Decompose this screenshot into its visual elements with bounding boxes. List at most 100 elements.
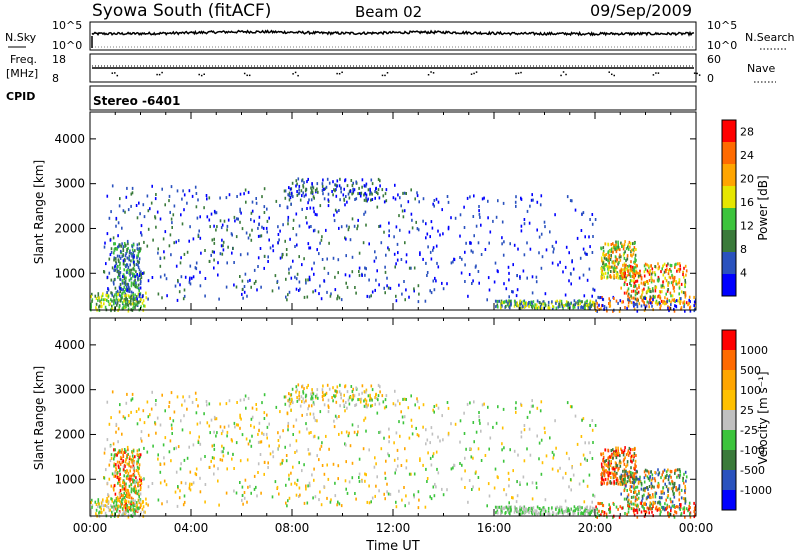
velocity-cell (642, 502, 645, 506)
power-cell (529, 302, 531, 305)
velocity-cell (123, 505, 125, 509)
velocity-cell (123, 479, 125, 483)
velocity-cell (489, 436, 492, 440)
power-cell (623, 275, 626, 278)
power-cell (375, 256, 377, 260)
power-cell (634, 253, 637, 257)
power-cell (632, 303, 635, 306)
power-cell (177, 279, 179, 282)
velocity-cell (91, 505, 93, 509)
power-cell (573, 299, 576, 303)
power-cell (464, 280, 466, 283)
velocity-cell (144, 510, 146, 514)
velocity-cell (394, 471, 396, 475)
velocity-cell (517, 510, 519, 514)
power-cell (370, 191, 372, 195)
power-cell (539, 301, 541, 305)
velocity-cell (617, 449, 619, 453)
velocity-cell (239, 398, 242, 402)
velocity-cell (647, 470, 650, 474)
velocity-cell (134, 481, 136, 485)
power-cell (580, 300, 582, 304)
velocity-cell (522, 511, 524, 515)
velocity-cell (138, 474, 141, 478)
power-cell (251, 209, 254, 213)
velocity-cell (344, 479, 347, 483)
power-cell (688, 301, 690, 305)
velocity-cell (631, 502, 633, 506)
nave-dip (156, 73, 158, 76)
velocity-cell (260, 440, 263, 444)
velocity-cell (307, 484, 309, 488)
velocity-cell (305, 484, 307, 488)
power-cell (358, 273, 361, 277)
power-cell (179, 283, 181, 287)
power-cell (290, 191, 293, 195)
velocity-cell (578, 505, 580, 509)
velocity-cell (625, 484, 627, 488)
power-cell (620, 286, 622, 290)
velocity-cell (551, 506, 553, 510)
velocity-cell (577, 512, 580, 516)
power-cell (345, 195, 347, 198)
velocity-cell (188, 486, 191, 490)
velocity-cell (352, 397, 354, 401)
velocity-cell (401, 498, 403, 502)
power-cell (122, 259, 125, 263)
power-cell (334, 208, 337, 212)
power-cell (358, 186, 360, 190)
power-cell (488, 288, 491, 292)
velocity-cell (561, 508, 563, 512)
power-cell (222, 248, 225, 252)
velocity-cell (631, 485, 633, 489)
power-cell (140, 231, 142, 235)
nave-dip (657, 72, 660, 74)
velocity-cell (498, 505, 501, 509)
power-cell (361, 274, 363, 277)
velocity-cell (183, 458, 186, 462)
velocity-cell (290, 471, 292, 475)
velocity-cell (139, 453, 142, 457)
velocity-cell (244, 478, 247, 482)
power-cell (119, 197, 121, 201)
velocity-cell (239, 426, 241, 430)
velocity-cell (674, 471, 676, 475)
velocity-cell (668, 512, 671, 516)
nave-dip (517, 72, 520, 74)
power-cell (119, 283, 122, 286)
velocity-cell (107, 506, 110, 509)
power-cell (633, 246, 636, 250)
velocity-cell (350, 385, 353, 388)
power-cell (161, 187, 163, 191)
velocity-cell (680, 496, 683, 500)
velocity-cell (257, 471, 259, 474)
velocity-cell (143, 510, 145, 514)
velocity-cell (581, 418, 583, 422)
velocity-cell (266, 413, 268, 417)
velocity-cell (219, 458, 222, 462)
power-cell (320, 238, 323, 242)
power-cell (417, 300, 420, 304)
power-cell (110, 210, 112, 214)
power-cell (161, 296, 163, 300)
velocity-cell (522, 506, 525, 510)
velocity-cell (666, 506, 668, 509)
power-cell (133, 260, 135, 264)
power-cell (602, 261, 605, 265)
velocity-cell (109, 444, 112, 448)
power-colorbar-segment (722, 230, 736, 252)
power-cell (136, 216, 139, 220)
velocity-cell (292, 424, 295, 428)
power-cell (91, 292, 93, 296)
power-cell (659, 306, 661, 310)
power-cell (576, 236, 579, 240)
velocity-cell (591, 457, 594, 460)
power-cell (532, 300, 535, 304)
velocity-cell (226, 430, 229, 434)
velocity-cell (646, 506, 649, 510)
power-cell (308, 246, 310, 250)
velocity-cell (667, 489, 669, 493)
power-cell (284, 239, 286, 243)
velocity-cell (678, 474, 681, 478)
power-cell (106, 292, 109, 296)
